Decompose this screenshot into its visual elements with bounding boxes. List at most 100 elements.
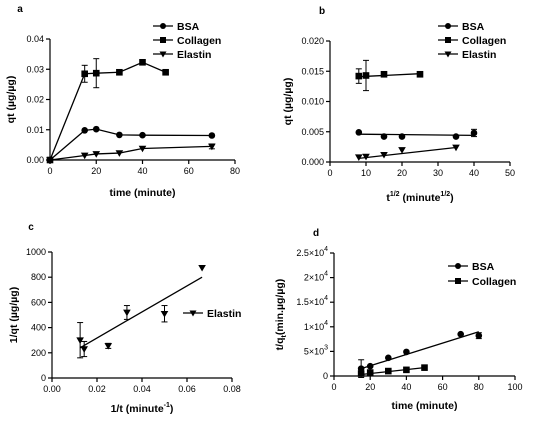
data-point — [355, 154, 363, 161]
data-point — [92, 125, 100, 133]
y-tick-label: 0.000 — [301, 157, 324, 167]
legend-label: Elastin — [462, 49, 496, 61]
legend-item-elastin: Elastin — [183, 308, 241, 320]
data-point — [139, 131, 146, 139]
legend-item-bsa: BSA — [448, 261, 495, 273]
y-tick-label: 1.5×104 — [296, 295, 328, 307]
data-point — [366, 362, 374, 370]
y-tick-label-part: 4 — [324, 271, 328, 278]
data-point — [362, 72, 370, 79]
y-axis-label-part: t — [281, 334, 288, 337]
legend-marker — [160, 23, 166, 29]
x-tick-label: 40 — [137, 166, 147, 176]
series-bsa — [357, 330, 483, 378]
x-axis-label: time (minute) — [110, 187, 176, 199]
panel-c: c 0.00 0.02 0.04 0.06 0.08 0 200 400 600 800 1000 1/… — [8, 222, 241, 415]
legend-marker — [189, 310, 197, 317]
x-tick-label: 0 — [47, 166, 52, 176]
legend-item-collagen: Collagen — [448, 276, 516, 288]
data-point — [81, 70, 88, 78]
x-axis-label-part: t — [386, 192, 390, 204]
data-point — [385, 367, 392, 375]
panel-b: b0 10 20 30 40 500.0000.0050.0100.0150.020t1/… — [282, 6, 515, 204]
x-tick-label: 0 — [331, 382, 336, 392]
series-elastin — [76, 264, 206, 359]
y-tick-label: 2×104 — [304, 271, 328, 283]
y-tick-label: 600 — [31, 297, 46, 307]
y-tick-label: 800 — [31, 272, 46, 282]
x-axis-label-part: 1/2 — [390, 191, 400, 198]
y-axis-label: t/qt(min.µg/µg) — [274, 279, 288, 351]
x-tick-label: 20 — [91, 166, 101, 176]
data-point — [380, 133, 388, 140]
y-tick-label: 0.015 — [301, 66, 324, 76]
x-axis-label-part: 1/2 — [440, 191, 450, 198]
x-tick-label: 40 — [469, 168, 479, 178]
data-point — [116, 68, 123, 76]
legend-item-bsa: BSA — [438, 21, 485, 33]
data-point — [123, 309, 131, 317]
series-line — [49, 145, 212, 161]
y-tick-label: 0.02 — [26, 95, 44, 105]
data-point — [380, 151, 388, 159]
series-collagen — [357, 364, 428, 377]
data-point — [475, 332, 483, 339]
x-tick-label: 30 — [433, 168, 443, 178]
data-point — [355, 72, 363, 80]
series-line — [49, 61, 166, 161]
legend-label: BSA — [472, 261, 495, 273]
data-point — [452, 133, 460, 140]
legend-label: Collagen — [177, 35, 221, 47]
series-elastin — [46, 143, 216, 164]
legend-item-elastin: Elastin — [153, 49, 211, 61]
data-point — [398, 133, 406, 140]
data-point — [385, 354, 392, 362]
y-tick-label: 0.005 — [301, 127, 324, 137]
legend-label: BSA — [462, 21, 485, 33]
legend-item-collagen: Collagen — [153, 35, 221, 47]
data-point — [452, 144, 460, 152]
y-tick-label: 0.03 — [26, 64, 44, 74]
y-tick-label: 200 — [31, 348, 46, 358]
x-tick-label: 60 — [184, 166, 194, 176]
y-axis-label-part: (min.µg/µg) — [274, 279, 286, 335]
x-tick-label: 0.06 — [178, 384, 196, 394]
fit-line — [360, 331, 479, 370]
y-tick-label-part: 5×10 — [304, 346, 324, 356]
y-tick-label-part: 0 — [323, 371, 328, 381]
series-line — [49, 128, 212, 161]
y-tick-label: 1×104 — [304, 320, 328, 332]
y-tick-label: 2.5×104 — [296, 246, 328, 258]
x-tick-label: 20 — [365, 382, 375, 392]
data-point — [421, 364, 428, 371]
data-point — [115, 150, 124, 157]
data-point — [104, 343, 113, 350]
x-axis-label-part: ) — [170, 403, 174, 415]
x-axis-label: time (minute) — [392, 400, 458, 412]
y-tick-label: 0.020 — [301, 36, 324, 46]
data-point — [139, 58, 146, 66]
data-point — [92, 69, 100, 77]
data-point — [470, 129, 478, 137]
x-tick-label: 0.08 — [223, 384, 241, 394]
legend-label: Collagen — [472, 276, 516, 288]
data-point — [162, 68, 169, 76]
legend-item-elastin: Elastin — [438, 49, 496, 61]
x-tick-label: 50 — [505, 168, 515, 178]
legend-marker — [160, 37, 166, 43]
data-point — [403, 366, 410, 374]
data-point — [81, 127, 88, 134]
fit-line — [79, 276, 203, 349]
x-tick-label: 100 — [507, 382, 522, 392]
x-tick-label: 10 — [361, 168, 371, 178]
legend-marker — [445, 37, 451, 43]
y-tick-label: 0 — [41, 373, 46, 383]
data-point — [76, 337, 84, 344]
data-point — [357, 370, 365, 377]
x-tick-label: 0 — [327, 168, 332, 178]
x-tick-label: 20 — [397, 168, 407, 178]
y-axis-label: qt (µg/µg) — [5, 76, 17, 124]
legend-label: BSA — [177, 21, 200, 33]
y-tick-label-part: 4 — [324, 320, 328, 327]
y-tick-label: 400 — [31, 323, 46, 333]
